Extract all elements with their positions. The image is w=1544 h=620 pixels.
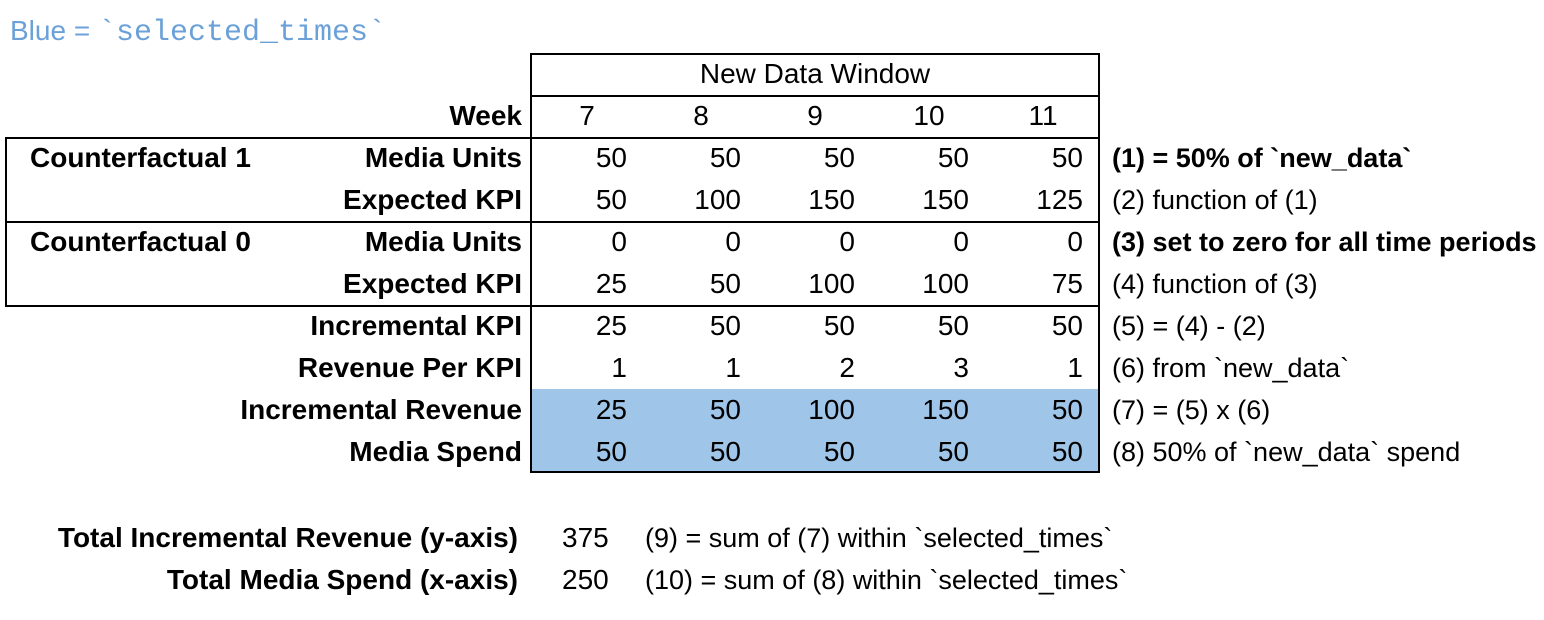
group-label-counterfactual-0: Counterfactual 0 [30,226,251,257]
data-cell: 0 [725,226,741,257]
week-divider-line [530,137,1100,139]
data-cell: 50 [709,142,741,173]
cf1-divider-line [530,221,1100,223]
data-cell: 25 [595,394,627,425]
table-row-incremental-revenue: Incremental Revenue 25 50 100 150 50 (7)… [0,389,1544,431]
total-label: Total Incremental Revenue (y-axis) [57,522,518,553]
header-divider-line [530,95,1100,97]
data-cell: 50 [937,142,969,173]
row-label: Incremental KPI [310,310,522,341]
table-row-media-units-cf0: Media Units 0 0 0 0 0 (3) set to zero fo… [0,221,1544,263]
data-cell: 0 [953,226,969,257]
data-cell: 25 [595,268,627,299]
row-label: Revenue Per KPI [297,352,522,383]
figure-caption: Blue = `selected_times` [10,12,386,50]
data-cell: 100 [808,394,855,425]
data-cell: 1 [1067,352,1083,383]
data-cell: 50 [823,142,855,173]
table-row-incremental-kpi: Incremental KPI 25 50 50 50 50 (5) = (4)… [0,305,1544,347]
row-note: (1) = 50% of `new_data` [1112,143,1412,173]
row-label: Media Units [364,226,522,257]
total-value: 375 [562,522,609,553]
total-note: (9) = sum of (7) within `selected_times` [645,523,1113,553]
data-cell: 0 [611,226,627,257]
row-label: Incremental Revenue [240,394,522,425]
table-row-media-units-cf1: Media Units 50 50 50 50 50 (1) = 50% of … [0,137,1544,179]
data-cell: 1 [725,352,741,383]
data-cell: 50 [595,142,627,173]
table-row-expected-kpi-cf1: Expected KPI 50 100 150 150 125 (2) func… [0,179,1544,221]
counterfactual-0-box [5,221,532,307]
table-row-revenue-per-kpi: Revenue Per KPI 1 1 2 3 1 (6) from `new_… [0,347,1544,389]
data-cell: 50 [595,436,627,467]
data-cell: 1 [611,352,627,383]
data-cell: 50 [595,184,627,215]
data-cell: 50 [709,310,741,341]
caption-code-selected-times: `selected_times` [97,16,386,50]
row-note: (3) set to zero for all time periods [1112,227,1537,257]
data-cell: 50 [1051,436,1083,467]
week-number: 7 [579,100,595,131]
row-note: (6) from `new_data` [1112,353,1350,383]
data-cell: 50 [1051,142,1083,173]
data-cell: 50 [937,436,969,467]
data-table: New Data Window Week 7 8 9 10 11 Media U… [0,53,1544,473]
total-value: 250 [562,564,609,595]
total-label: Total Media Spend (x-axis) [166,564,518,595]
header-row: New Data Window [0,53,1544,95]
data-cell: 50 [823,310,855,341]
row-note: (7) = (5) x (6) [1112,395,1271,425]
data-cell: 25 [595,310,627,341]
row-label: Expected KPI [343,184,522,215]
total-incremental-revenue-row: Total Incremental Revenue (y-axis) 375 (… [0,517,1544,559]
week-row: Week 7 8 9 10 11 [0,95,1544,137]
data-cell: 50 [709,394,741,425]
selected-times-highlight [532,389,1098,471]
row-label: Media Units [364,142,522,173]
data-cell: 125 [1036,184,1083,215]
header-row-spacer [0,53,530,95]
week-label: Week [449,100,522,131]
table-row-expected-kpi-cf0: Expected KPI 25 50 100 100 75 (4) functi… [0,263,1544,305]
row-note: (2) function of (1) [1112,185,1318,215]
table-title: New Data Window [699,58,931,89]
data-cell: 50 [1051,310,1083,341]
data-cell: 3 [953,352,969,383]
data-cell: 100 [694,184,741,215]
totals-section: Total Incremental Revenue (y-axis) 375 (… [0,517,1544,601]
data-cell: 50 [709,436,741,467]
table-row-media-spend: Media Spend 50 50 50 50 50 (8) 50% of `n… [0,431,1544,473]
data-cell: 100 [808,268,855,299]
data-cell: 150 [808,184,855,215]
row-label: Media Spend [349,436,522,467]
data-cell: 75 [1051,268,1083,299]
data-cell: 0 [1067,226,1083,257]
row-label: Expected KPI [343,268,522,299]
row-note: (5) = (4) - (2) [1112,311,1266,341]
total-note: (10) = sum of (8) within `selected_times… [645,565,1128,595]
cf0-divider-line [530,305,1100,307]
row-note: (4) function of (3) [1112,269,1318,299]
data-cell: 150 [922,184,969,215]
caption-prefix: Blue = [10,15,98,46]
week-number: 9 [807,100,823,131]
group-label-counterfactual-1: Counterfactual 1 [30,142,251,173]
week-number: 10 [913,100,945,131]
data-cell: 50 [823,436,855,467]
week-number: 11 [1028,100,1058,131]
data-cell: 50 [1051,394,1083,425]
week-number: 8 [693,100,709,131]
data-cell: 0 [839,226,855,257]
data-cell: 50 [937,310,969,341]
data-cell: 150 [922,394,969,425]
row-note: (8) 50% of `new_data` spend [1112,437,1461,467]
data-cell: 100 [922,268,969,299]
data-cell: 2 [839,352,855,383]
data-cell: 50 [709,268,741,299]
total-media-spend-row: Total Media Spend (x-axis) 250 (10) = su… [0,559,1544,601]
